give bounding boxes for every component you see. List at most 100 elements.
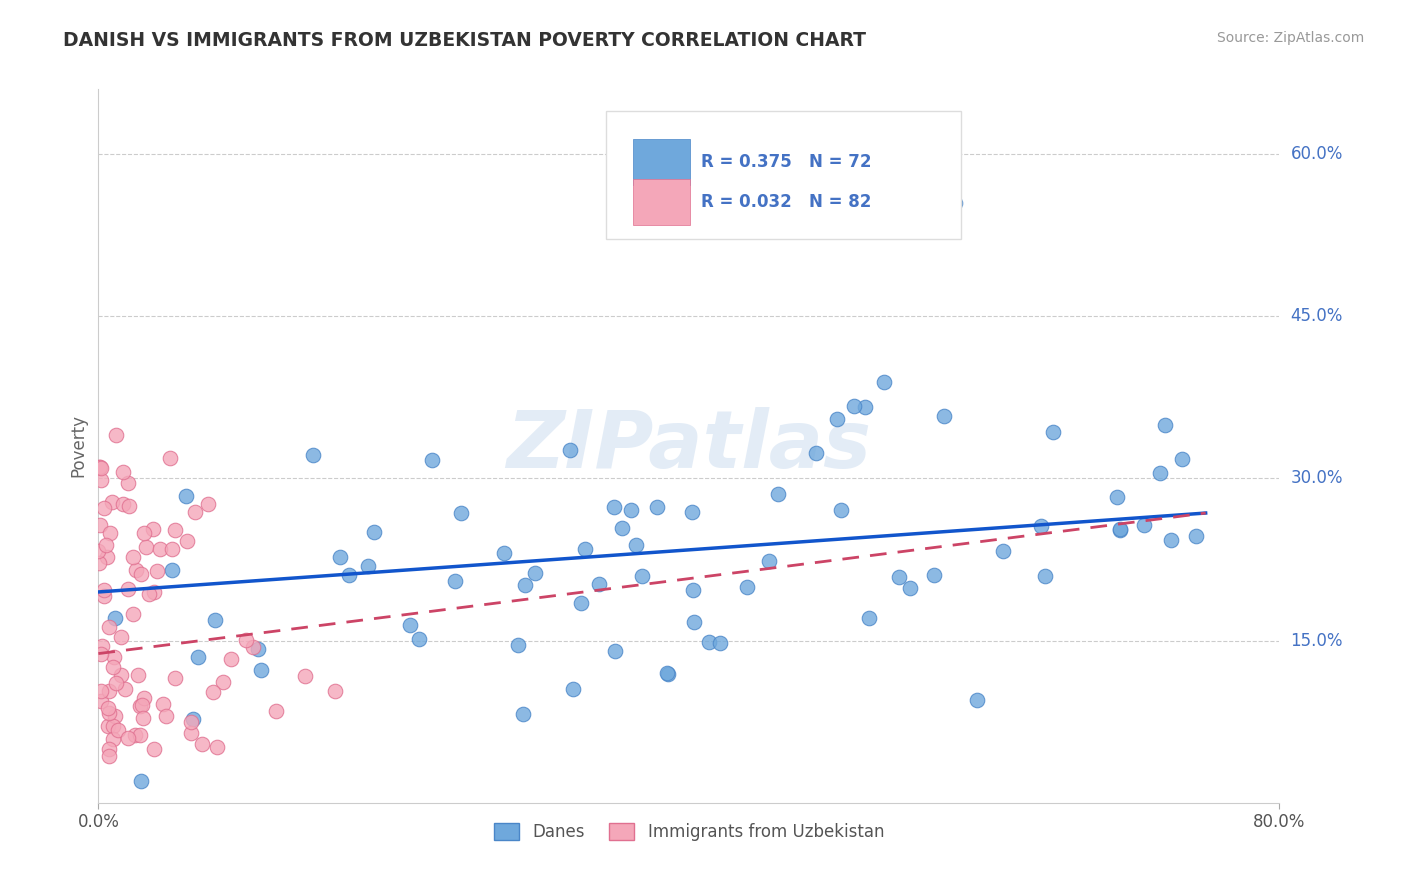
Point xyxy=(699,634,721,648)
Point xyxy=(125,563,148,577)
Point xyxy=(515,578,537,592)
Point xyxy=(101,732,124,747)
Point xyxy=(131,698,153,712)
Point xyxy=(187,650,209,665)
Point xyxy=(574,542,596,557)
Point xyxy=(294,669,316,683)
Point xyxy=(142,523,165,537)
Text: 60.0%: 60.0% xyxy=(1291,145,1343,163)
Point xyxy=(97,684,120,698)
Point xyxy=(408,632,430,647)
Point xyxy=(129,774,152,789)
Point xyxy=(610,521,633,535)
Point xyxy=(204,613,226,627)
Legend: Danes, Immigrants from Uzbekistan: Danes, Immigrants from Uzbekistan xyxy=(486,816,891,848)
Point xyxy=(853,400,876,414)
Point xyxy=(830,503,852,517)
Point xyxy=(191,737,214,751)
Point xyxy=(235,632,257,647)
Point xyxy=(1170,452,1192,467)
Point xyxy=(219,652,242,666)
Point xyxy=(603,644,626,658)
Point xyxy=(323,684,346,698)
Point xyxy=(181,712,204,726)
Y-axis label: Poverty: Poverty xyxy=(69,415,87,477)
Point xyxy=(132,711,155,725)
Point xyxy=(180,726,202,740)
Point xyxy=(624,538,647,552)
Point xyxy=(105,675,128,690)
Point xyxy=(561,682,583,697)
Point xyxy=(162,542,183,557)
Point xyxy=(134,526,156,541)
Text: 15.0%: 15.0% xyxy=(1291,632,1343,649)
Point xyxy=(202,684,225,698)
Point xyxy=(97,700,120,714)
Point xyxy=(138,587,160,601)
Text: R = 0.375   N = 72: R = 0.375 N = 72 xyxy=(700,153,872,171)
Text: 45.0%: 45.0% xyxy=(1291,307,1343,326)
Point xyxy=(176,534,198,549)
Point xyxy=(363,524,385,539)
Point xyxy=(887,570,910,584)
Point xyxy=(1154,417,1177,432)
Point xyxy=(682,583,704,598)
Point xyxy=(329,549,352,564)
Point xyxy=(117,731,139,745)
Text: R = 0.032   N = 82: R = 0.032 N = 82 xyxy=(700,193,872,211)
Point xyxy=(682,615,704,629)
Point xyxy=(134,690,156,705)
Point xyxy=(603,500,626,514)
Point xyxy=(93,589,115,603)
Point xyxy=(1042,425,1064,440)
Point xyxy=(122,607,145,622)
Point xyxy=(508,639,530,653)
Point xyxy=(560,442,582,457)
Point xyxy=(735,581,758,595)
Point xyxy=(183,505,205,519)
Point xyxy=(100,495,122,509)
Point xyxy=(943,195,966,210)
Point xyxy=(103,649,125,664)
Point xyxy=(1109,523,1132,537)
Point xyxy=(645,500,668,514)
Point xyxy=(1149,467,1171,481)
Point xyxy=(197,497,219,511)
Point xyxy=(129,567,152,582)
Point xyxy=(159,450,181,465)
Point xyxy=(87,544,110,558)
Point xyxy=(932,409,955,423)
Point xyxy=(97,719,120,733)
Point xyxy=(112,465,135,479)
Point xyxy=(444,574,467,588)
Point xyxy=(104,428,127,442)
Point xyxy=(117,476,139,491)
Point xyxy=(163,671,186,685)
Point xyxy=(90,647,112,661)
Point xyxy=(842,399,865,413)
Point xyxy=(91,640,114,654)
Point xyxy=(492,546,515,560)
Point xyxy=(766,487,789,501)
Point xyxy=(630,569,652,583)
Point xyxy=(1160,533,1182,547)
Point xyxy=(620,503,643,517)
Point xyxy=(90,473,112,487)
Point xyxy=(146,564,169,578)
Point xyxy=(825,412,848,426)
Point xyxy=(160,563,183,577)
Point xyxy=(1029,518,1052,533)
Point xyxy=(1133,518,1156,533)
Point xyxy=(127,668,149,682)
Point xyxy=(110,630,132,644)
Point xyxy=(87,556,110,570)
Point xyxy=(89,517,111,532)
Point xyxy=(104,610,127,624)
Point xyxy=(129,699,152,714)
Point xyxy=(1105,490,1128,504)
Point xyxy=(97,706,120,720)
Point xyxy=(873,376,896,390)
Point xyxy=(118,499,141,513)
FancyBboxPatch shape xyxy=(606,111,960,239)
Point xyxy=(302,448,325,462)
